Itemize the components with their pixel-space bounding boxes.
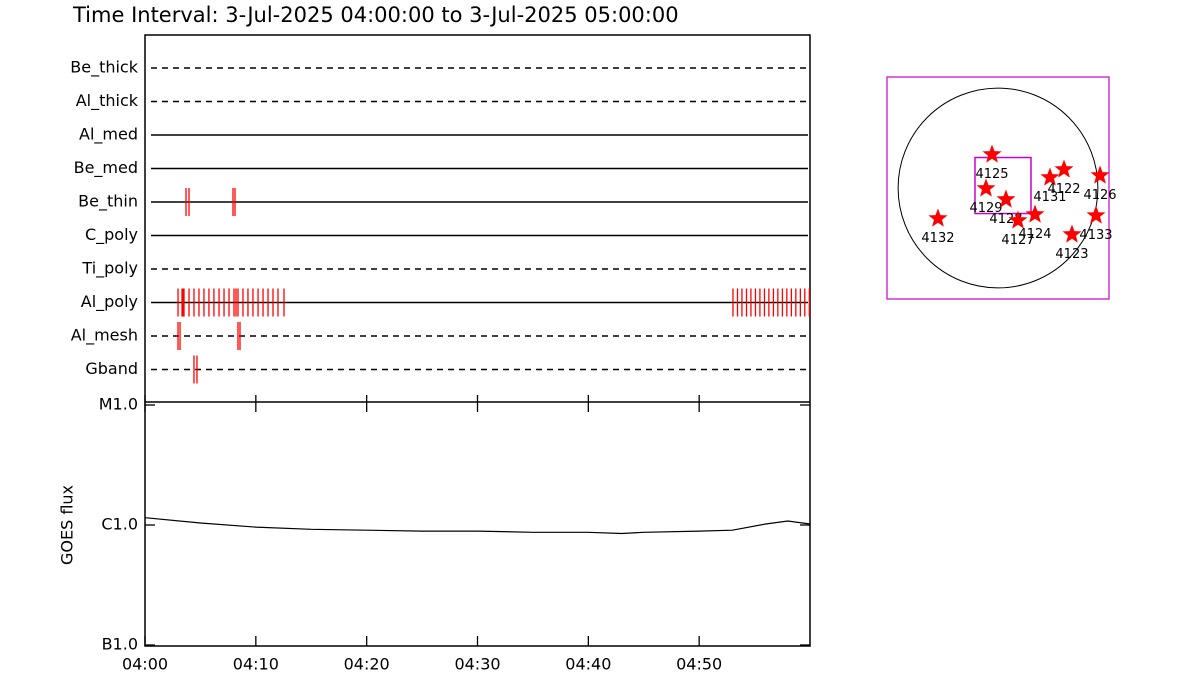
row-label: Be_med	[74, 158, 138, 178]
region-label: 4129	[969, 201, 1002, 216]
region-marker	[1086, 205, 1106, 224]
x-tick-label: 04:20	[344, 655, 390, 674]
fov-box	[974, 156, 1032, 215]
region-label: 4132	[921, 231, 954, 246]
goes-line	[144, 517, 811, 535]
row-label: Ti_poly	[81, 259, 138, 279]
region-marker	[1040, 167, 1060, 186]
row-label: Gband	[85, 359, 138, 378]
y-axis-label: GOES flux	[58, 485, 77, 565]
region-label: 4125	[975, 167, 1008, 182]
row-label: Al_poly	[81, 292, 138, 312]
region-marker	[982, 144, 1002, 163]
x-tick-label: 04:00	[122, 655, 168, 674]
region-label: 4124	[1018, 227, 1051, 242]
row-label: Al_med	[79, 125, 138, 145]
row-label: Be_thin	[78, 192, 138, 212]
plot-frame	[144, 34, 811, 647]
region-marker	[996, 189, 1016, 208]
solar-limb	[897, 87, 1099, 289]
region-label: 4131	[1033, 190, 1066, 205]
x-tick-label: 04:30	[454, 655, 500, 674]
region-marker	[1008, 210, 1028, 229]
row-label: Al_mesh	[71, 326, 138, 346]
x-tick-label: 04:10	[233, 655, 279, 674]
y-tick-label: M1.0	[99, 395, 138, 414]
region-marker	[1054, 159, 1074, 178]
row-label: C_poly	[85, 225, 138, 245]
region-marker	[1090, 165, 1110, 184]
region-label: 4127	[1001, 233, 1034, 248]
region-marker	[1025, 204, 1045, 223]
y-tick-label: C1.0	[101, 515, 138, 534]
region-label: 4133	[1079, 228, 1112, 243]
chart-title: Time Interval: 3-Jul-2025 04:00:00 to 3-…	[72, 3, 679, 27]
region-label: 4126	[1083, 188, 1116, 203]
row-label: Al_thick	[76, 91, 139, 111]
region-marker	[928, 208, 948, 227]
region-label: 4122	[1047, 182, 1080, 197]
region-marker	[976, 178, 996, 197]
y-tick-label: B1.0	[102, 635, 138, 654]
x-tick-label: 04:50	[676, 655, 722, 674]
region-label: 4123	[1055, 247, 1088, 262]
map-frame	[886, 76, 1110, 300]
region-marker	[1062, 224, 1082, 243]
row-label: Be_thick	[70, 58, 138, 78]
x-tick-label: 04:40	[565, 655, 611, 674]
